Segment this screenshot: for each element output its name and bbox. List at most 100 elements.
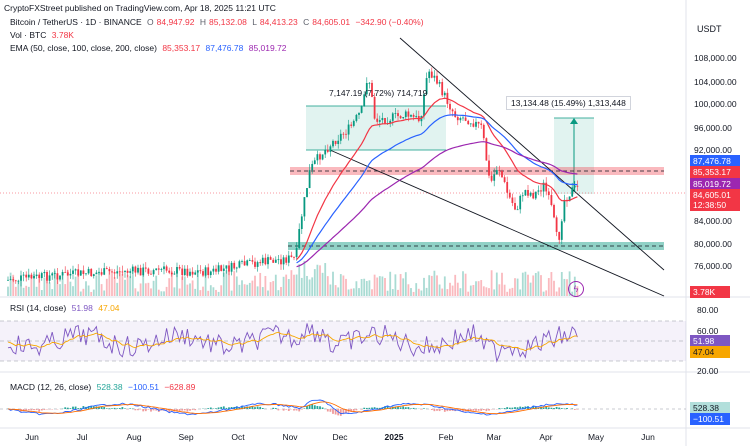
volume-bar [506,291,509,296]
volume-bar [282,276,285,296]
candle-body [124,270,126,272]
volume-bar [415,283,418,296]
currency-label[interactable]: USDT [697,24,722,34]
candle-body [433,75,436,78]
candle-layer[interactable] [7,67,579,287]
time-axis-label: Sep [178,432,194,442]
volume-bar [277,290,280,296]
candle-body [334,140,337,145]
candle-body [181,268,184,276]
volume-bar [558,287,561,296]
ema-legend[interactable]: EMA (50, close, 100, close, 200, close) … [10,43,290,53]
candle-body [545,182,548,192]
candle-body [230,262,233,272]
macd-hist-bar [446,409,449,412]
candle-body [121,271,124,273]
price-axis-label: 92,000.00 [694,145,732,155]
macd-hist-bar [79,407,82,409]
macd-hist-bar [186,409,189,412]
candle-body [560,221,563,240]
candle-body [85,273,87,275]
symbol-label[interactable]: Bitcoin / TetherUS · 1D · BINANCE [10,17,142,27]
volume-bar [482,286,485,296]
macd-hist-bar [277,409,280,411]
volume-bar [441,288,444,296]
volume-bar [404,272,407,296]
candle-body [311,163,314,171]
volume-bar [527,274,529,296]
candle-body [488,160,490,176]
candle-body [475,121,477,127]
volume-bar [332,271,334,296]
candle-body [152,270,155,275]
volume-bar [529,282,532,296]
macd-hist-bar [550,407,553,409]
resistance-zone[interactable] [290,167,664,175]
macd-signal-value: −628.89 [164,382,196,392]
volume-label: Vol · BTC [10,30,47,40]
macd-hist-bar [77,408,80,409]
macd-hist-bar [64,407,67,409]
macd-hist-bar [298,409,301,412]
lightning-icon[interactable]: ϟ [568,281,584,297]
macd-hist-bar [33,409,35,411]
candle-body [170,272,173,275]
macd-hist-bar [485,409,488,412]
rsi-ma-tag: 47.04 [690,346,730,358]
wedge-upper-line[interactable] [399,37,665,271]
measure-box-left[interactable] [306,106,446,150]
support-zone[interactable] [288,242,664,250]
candle-body [449,103,451,110]
main-legend[interactable]: Bitcoin / TetherUS · 1D · BINANCE O 84,94… [10,17,427,27]
volume-bar [508,288,511,296]
candle-body [350,124,353,126]
candle-body [553,205,555,218]
volume-bar [355,281,358,296]
candle-body [186,268,189,276]
volume-bar [165,286,168,296]
candle-body [59,275,61,280]
time-axis-label: Mar [486,432,502,442]
rsi-axis-20: 20.00 [697,366,719,376]
wedge-lower-line[interactable] [329,149,665,297]
candle-body [490,175,493,181]
candle-body [196,270,199,273]
macd-hist-bar [503,408,506,409]
volume-bar [163,291,165,296]
macd-hist-bar [560,408,563,409]
left-range-label[interactable]: 7,147.19 (7.72%) 714,719 [329,88,428,98]
candle-body [389,120,392,124]
volume-bar [77,273,80,296]
macd-hist-bar [207,408,210,409]
volume-legend[interactable]: Vol · BTC 3.78K [10,30,77,40]
macd-hist-bar [235,406,238,409]
volume-bar [217,291,220,296]
volume-bar [170,271,173,296]
candle-body [415,116,418,117]
candle-body [212,268,215,272]
volume-bar [69,281,72,296]
volume-bar [269,282,272,296]
candle-body [399,116,402,119]
candle-body [228,265,230,272]
candle-body [511,197,514,204]
rsi-legend[interactable]: RSI (14, close) 51.98 47.04 [10,303,123,313]
candle-body [503,177,506,183]
macd-hist-value: 528.38 [96,382,123,392]
macd-hist-bar [519,406,522,409]
volume-bar [191,280,194,296]
candle-body [251,260,254,262]
right-range-label[interactable]: 13,134.48 (15.49%) 1,313,448 [506,96,631,110]
macd-legend[interactable]: MACD (12, 26, close) 528.38 −100.51 −628… [10,382,198,392]
volume-bar [142,275,145,296]
volume-bar [139,283,142,296]
macd-hist-bar [98,406,100,409]
rsi-label: RSI (14, close) [10,303,67,313]
volume-bar [532,275,535,296]
volume-bar [17,281,20,296]
volume-bar [352,288,355,296]
macd-hist-bar [121,407,124,409]
candle-body [46,271,48,281]
candle-body [82,270,85,274]
